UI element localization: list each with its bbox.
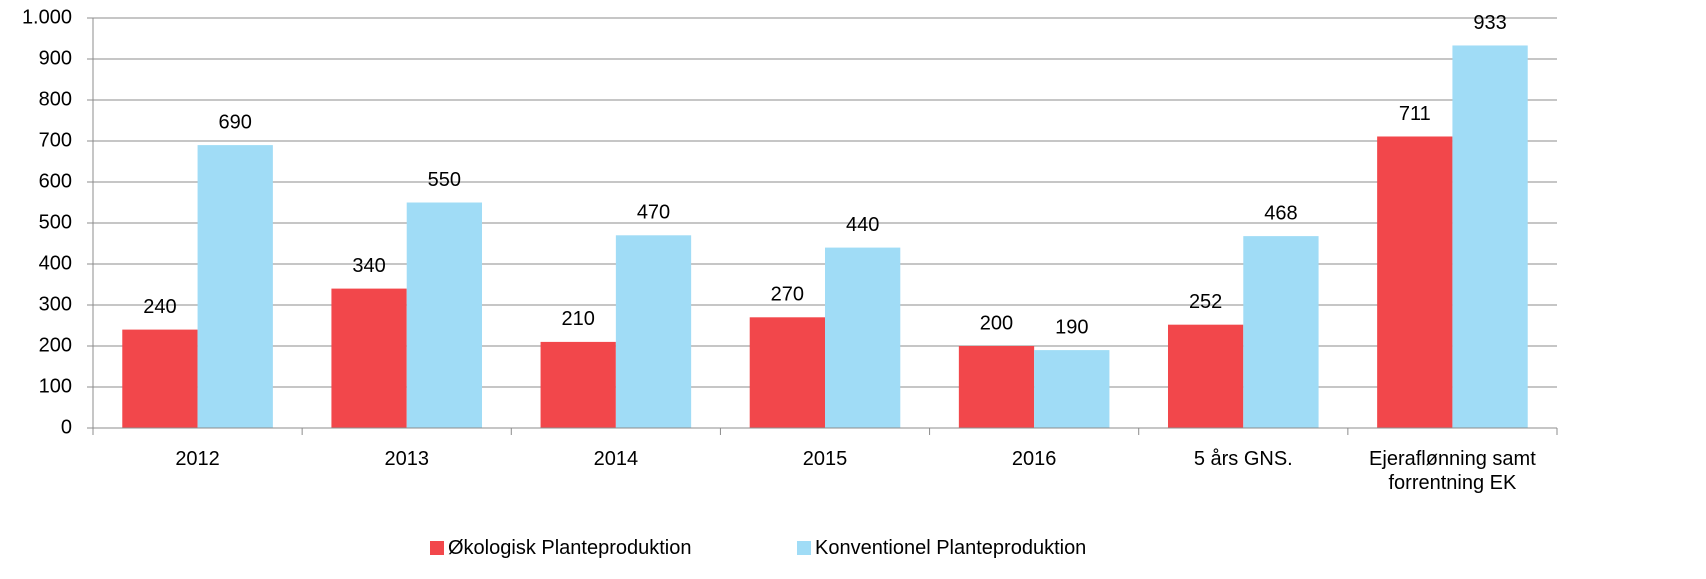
bar xyxy=(1452,45,1528,428)
data-label: 690 xyxy=(219,111,252,133)
data-label: 711 xyxy=(1399,103,1431,125)
bar xyxy=(1034,350,1110,428)
legend-item: Økologisk Planteproduktion xyxy=(430,536,691,560)
y-tick-label: 700 xyxy=(39,129,72,151)
bar xyxy=(406,202,483,428)
bar xyxy=(1377,136,1453,429)
data-label: 340 xyxy=(352,255,385,277)
bar xyxy=(1243,236,1319,428)
data-label: 252 xyxy=(1189,291,1222,313)
x-tick-label: 2016 xyxy=(1011,448,1057,470)
bar xyxy=(615,235,692,428)
bar xyxy=(540,341,616,428)
x-tick-label: 2012 xyxy=(175,448,220,470)
data-label: 468 xyxy=(1264,202,1297,224)
x-tick-label: 5 års GNS. xyxy=(1193,448,1293,470)
data-label: 240 xyxy=(143,296,176,318)
x-tick-label: 2013 xyxy=(384,448,429,470)
y-tick-label: 1.000 xyxy=(22,6,72,28)
data-label: 210 xyxy=(562,308,595,330)
y-tick-label: 800 xyxy=(39,88,72,110)
bar xyxy=(825,247,901,428)
y-tick-label: 100 xyxy=(39,375,72,397)
data-label: 550 xyxy=(428,169,461,191)
y-tick-label: 600 xyxy=(39,170,72,192)
bar xyxy=(1167,324,1244,428)
y-tick-label: 400 xyxy=(39,252,72,274)
data-label: 933 xyxy=(1473,12,1506,34)
bar xyxy=(958,346,1035,428)
bar xyxy=(197,145,273,428)
bar xyxy=(122,329,198,428)
legend-item: Konventionel Planteproduktion xyxy=(797,536,1086,560)
y-tick-label: 200 xyxy=(39,334,72,356)
y-tick-label: 500 xyxy=(39,211,72,233)
y-tick-label: 900 xyxy=(39,47,72,69)
x-tick-label: Ejeraflønning samt forrentning EK xyxy=(1369,448,1536,494)
x-tick-label: 2014 xyxy=(593,448,639,470)
y-tick-label: 300 xyxy=(39,293,72,315)
data-label: 440 xyxy=(846,214,879,236)
bar xyxy=(331,288,407,428)
x-tick-label: 2015 xyxy=(802,448,848,470)
legend-label: Konventionel Planteproduktion xyxy=(815,536,1087,559)
bar xyxy=(749,317,825,428)
legend-label: Økologisk Planteproduktion xyxy=(448,536,692,559)
data-label: 200 xyxy=(980,312,1013,334)
y-tick-label: 0 xyxy=(61,416,72,438)
legend-swatch xyxy=(797,541,811,555)
data-label: 190 xyxy=(1055,316,1088,338)
legend-swatch xyxy=(430,541,444,555)
data-label: 270 xyxy=(771,284,804,306)
data-label: 470 xyxy=(637,202,670,224)
